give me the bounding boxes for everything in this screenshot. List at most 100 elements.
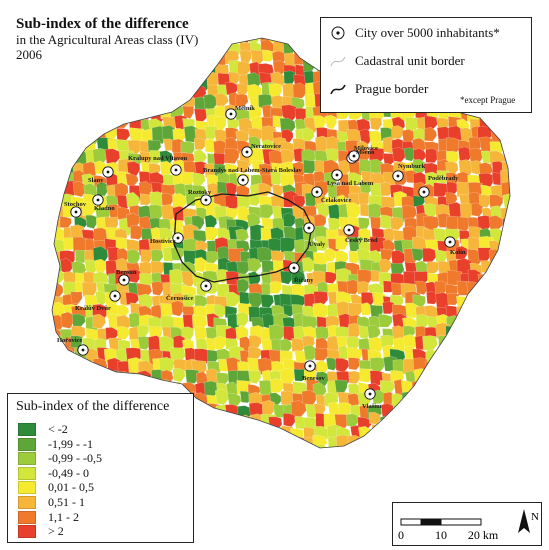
cadastral-unit [512, 194, 526, 208]
cadastral-unit [444, 404, 457, 418]
cadastral-line-icon [330, 56, 346, 67]
town-label: Kladno [94, 205, 115, 212]
city-marker-dot [315, 190, 319, 194]
cadastral-unit [514, 120, 529, 134]
cadastral-unit [160, 71, 176, 86]
class-label: 0,51 - 1 [48, 495, 85, 509]
cadastral-unit [304, 38, 318, 45]
cadastral-unit [477, 434, 494, 448]
north-arrow-icon: N [518, 509, 539, 533]
cadastral-unit [105, 72, 120, 86]
cadastral-unit [246, 425, 260, 440]
cadastral-unit [73, 62, 89, 80]
class-swatch [18, 481, 36, 495]
cadastral-unit [422, 248, 438, 262]
cadastral-unit [226, 38, 240, 43]
cadastral-unit [500, 405, 510, 422]
cadastral-unit [236, 427, 253, 443]
cadastral-unit [357, 449, 370, 463]
town-label: Neratovice [251, 143, 281, 150]
town-label: Hostivice [150, 238, 176, 245]
cadastral-unit [379, 449, 395, 464]
cadastral-unit [502, 147, 510, 163]
cadastral-unit [468, 327, 483, 342]
class-label: -1,99 - -1 [48, 436, 93, 451]
cadastral-unit [513, 327, 525, 341]
cadastral-unit [512, 416, 527, 430]
cadastral-unit [512, 228, 526, 243]
cadastral-unit [446, 425, 459, 440]
cadastral-unit [52, 196, 56, 210]
cadastral-unit [491, 350, 507, 368]
city-marker-dot [229, 112, 233, 116]
cadastral-unit [207, 414, 222, 433]
cadastral-unit [511, 358, 523, 371]
cadastral-unit [94, 258, 108, 274]
cadastral-unit [436, 447, 451, 448]
cadastral-unit [458, 437, 475, 448]
cadastral-unit [426, 423, 443, 441]
cadastral-unit [150, 85, 166, 99]
cadastral-unit [411, 423, 427, 439]
legend-city-row: City over 5000 inhabitants* [329, 25, 500, 41]
cadastral-unit [83, 368, 97, 386]
legend-cadastral-label: Cadastral unit border [355, 53, 465, 68]
cadastral-unit [85, 215, 98, 229]
cadastral-unit [97, 114, 112, 131]
cadastral-unit [52, 170, 54, 189]
city-marker-dot [204, 198, 208, 202]
class-legend-row: 0,01 - 0,5 [18, 480, 94, 495]
cadastral-unit [205, 251, 220, 264]
cadastral-unit [247, 38, 261, 45]
cadastral-unit [63, 97, 77, 111]
cadastral-unit [336, 456, 348, 469]
cadastral-unit [500, 447, 510, 448]
cadastral-unit [479, 391, 494, 408]
class-legend-title: Sub-index of the difference [16, 399, 170, 414]
class-legend: Sub-index of the difference < -2 -1,99 - … [7, 393, 194, 543]
cadastral-unit [503, 279, 510, 296]
cadastral-unit [52, 73, 66, 91]
cadastral-unit [59, 215, 72, 229]
cadastral-unit [499, 335, 510, 351]
cadastral-unit [471, 458, 485, 472]
cadastral-unit [368, 445, 383, 448]
cadastral-unit [247, 258, 262, 273]
cadastral-unit [73, 114, 91, 132]
cadastral-unit [52, 118, 55, 133]
cadastral-unit [491, 379, 506, 395]
class-label: -0,99 - -0,5 [48, 451, 102, 466]
cadastral-unit [411, 392, 428, 409]
town-label: Slany [88, 177, 104, 184]
cadastral-unit [460, 448, 474, 464]
town-label: Hořovice [57, 337, 82, 344]
cadastral-unit [107, 370, 123, 388]
cadastral-unit [391, 437, 406, 448]
cadastral-unit [425, 436, 442, 448]
cadastral-unit [159, 84, 175, 100]
cadastral-unit [52, 294, 54, 307]
cadastral-unit [60, 128, 76, 145]
cadastral-unit [61, 82, 75, 98]
cadastral-unit [194, 439, 211, 448]
city-marker-dot [113, 294, 117, 298]
cadastral-unit [213, 424, 227, 438]
cadastral-unit [458, 415, 472, 431]
cadastral-unit [480, 302, 495, 316]
town-label: Černošice [166, 294, 194, 302]
cadastral-unit [261, 400, 276, 416]
cadastral-unit [448, 394, 464, 410]
cadastral-unit [216, 412, 231, 430]
cadastral-unit [490, 316, 504, 331]
cadastral-unit [477, 247, 491, 263]
cadastral-unit [72, 96, 86, 113]
cadastral-unit [260, 458, 271, 471]
cadastral-unit [59, 348, 73, 363]
cadastral-unit [52, 74, 55, 91]
town-label: Úvaly [309, 240, 326, 248]
cadastral-unit [468, 303, 483, 319]
town-label: Mělník [235, 105, 255, 112]
town-label: Stochov [64, 201, 87, 208]
cadastral-unit [203, 446, 218, 448]
cadastral-unit [357, 217, 370, 231]
